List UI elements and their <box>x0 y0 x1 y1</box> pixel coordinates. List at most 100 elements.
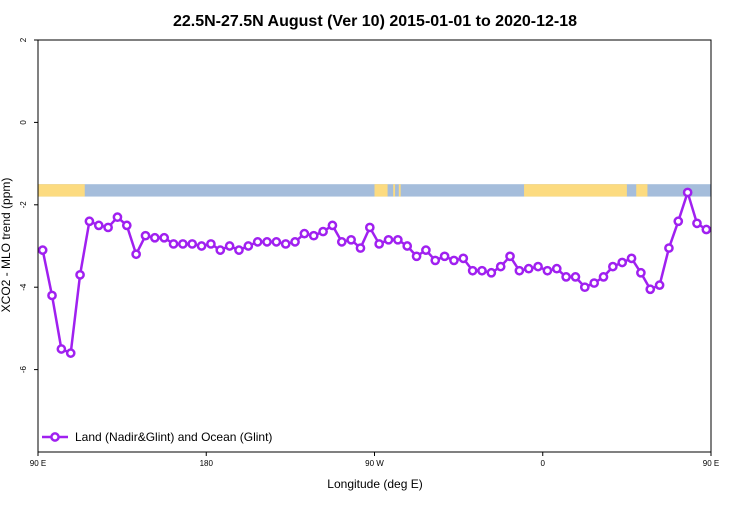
y-tick-label: -6 <box>19 365 28 373</box>
data-point <box>701 224 712 235</box>
data-point <box>178 239 188 249</box>
data-point <box>589 278 600 288</box>
data-point <box>196 241 207 251</box>
data-point <box>290 237 300 247</box>
data-point <box>243 241 254 251</box>
data-point <box>495 261 506 272</box>
x-axis-label: Longitude (deg E) <box>327 477 422 491</box>
data-point <box>103 222 113 233</box>
data-point <box>411 251 422 262</box>
data-point <box>523 263 534 274</box>
y-axis-label: XCO2 - MLO trend (ppm) <box>0 178 13 313</box>
data-point <box>608 261 618 272</box>
data-point <box>93 220 104 231</box>
data-point <box>439 251 450 262</box>
data-point <box>271 237 282 247</box>
x-tick-label: 90 E <box>703 459 719 468</box>
y-tick-label: 0 <box>19 120 28 125</box>
data-point <box>551 263 562 274</box>
land-segment <box>374 184 388 197</box>
land-segment <box>393 184 396 197</box>
data-point <box>37 245 48 255</box>
data-point <box>654 280 665 290</box>
data-point <box>112 212 123 223</box>
data-point <box>299 228 310 239</box>
series-layer <box>37 187 712 358</box>
data-point <box>56 344 67 354</box>
data-point <box>598 272 609 282</box>
data-point <box>234 245 244 255</box>
data-point <box>346 234 356 245</box>
data-point <box>467 265 478 276</box>
y-axis: 2 0 -2 -4 -6 <box>19 37 38 373</box>
x-axis: 90 E 180 90 W 0 90 E <box>30 452 719 468</box>
land-segment <box>524 184 627 197</box>
surface-type-bar <box>38 184 711 197</box>
data-point <box>187 239 198 249</box>
data-point <box>692 218 702 229</box>
data-point <box>383 234 394 245</box>
data-point <box>542 265 553 276</box>
legend-marker-swatch <box>50 432 60 442</box>
data-point <box>421 245 431 255</box>
data-point <box>149 232 160 243</box>
data-point <box>336 237 347 247</box>
data-point <box>215 245 226 255</box>
data-point <box>449 255 459 266</box>
data-point <box>159 232 170 243</box>
data-point <box>430 255 441 266</box>
data-point <box>636 267 646 278</box>
data-point <box>533 261 543 272</box>
data-point <box>262 237 272 247</box>
data-point <box>579 282 590 293</box>
land-segment <box>38 184 85 197</box>
data-point <box>47 290 57 301</box>
data-point <box>206 239 216 249</box>
data-point <box>318 226 328 237</box>
data-point <box>626 253 637 264</box>
data-point <box>65 348 76 358</box>
data-point <box>280 239 291 249</box>
data-point <box>570 272 581 282</box>
data-point <box>168 239 179 249</box>
land-segment <box>398 184 401 197</box>
y-tick-label: 2 <box>19 37 28 42</box>
x-tick-label: 0 <box>541 459 546 468</box>
x-tick-label: 90 W <box>365 459 384 468</box>
data-point <box>308 230 319 241</box>
legend-label: Land (Nadir&Glint) and Ocean (Glint) <box>75 430 272 444</box>
data-point <box>140 230 151 241</box>
data-point <box>224 241 235 251</box>
data-point <box>327 220 338 231</box>
data-point <box>131 249 141 260</box>
data-point <box>121 220 132 231</box>
data-point <box>673 216 684 227</box>
data-point <box>486 267 497 278</box>
x-tick-label: 90 E <box>30 459 46 468</box>
data-point <box>75 269 85 280</box>
data-point <box>458 253 469 264</box>
data-point <box>561 272 571 282</box>
data-point <box>393 234 403 245</box>
data-point <box>645 284 656 295</box>
data-point <box>364 222 375 233</box>
data-point <box>682 187 693 198</box>
data-point <box>477 265 487 276</box>
land-segment <box>636 184 648 197</box>
data-point <box>664 243 674 253</box>
data-point <box>617 257 628 268</box>
data-point <box>374 239 385 249</box>
legend: Land (Nadir&Glint) and Ocean (Glint) <box>42 430 272 444</box>
y-tick-label: -2 <box>19 201 28 209</box>
x-tick-label: 180 <box>200 459 214 468</box>
data-point <box>84 216 95 227</box>
data-point <box>252 237 263 247</box>
data-point <box>355 243 366 253</box>
data-point <box>402 241 413 251</box>
chart-title: 22.5N-27.5N August (Ver 10) 2015-01-01 t… <box>173 13 577 30</box>
data-point <box>505 251 515 262</box>
y-tick-label: -4 <box>19 283 28 291</box>
data-point <box>514 265 525 276</box>
